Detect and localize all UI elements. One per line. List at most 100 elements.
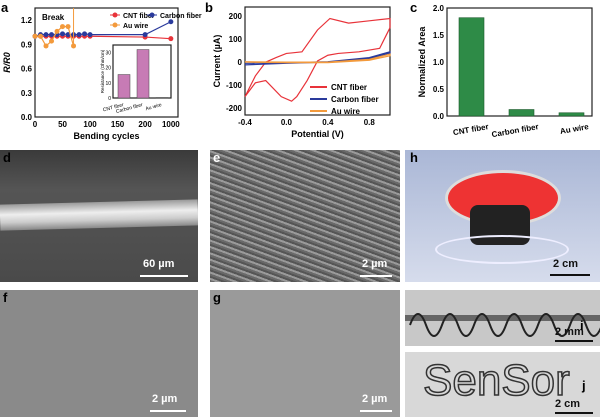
legend-label: CNT fiber: [123, 13, 155, 20]
data-point: [65, 32, 71, 38]
inset-y-tick: 20: [105, 66, 111, 72]
legend-label: Au wire: [123, 23, 148, 30]
y-axis-label: Current (µA): [212, 35, 222, 88]
scale-bar-label: 2 cm: [555, 398, 581, 410]
panel-label-b: b: [205, 0, 213, 15]
y-tick-label: 0: [238, 58, 243, 67]
panel-label-e: e: [213, 150, 221, 165]
panel-label-h: h: [410, 150, 418, 165]
data-point: [49, 38, 55, 44]
scale-bar: [555, 340, 593, 342]
data-point: [87, 32, 93, 38]
data-point: [82, 31, 88, 37]
photo-h-spool: 2 cm: [405, 150, 600, 282]
x-tick-label: 0.4: [322, 118, 334, 127]
sem-image-f: 2 µm: [0, 290, 198, 417]
x-axis-label: Potential (V): [291, 129, 344, 139]
y-tick-label: 0.0: [433, 112, 445, 121]
series-line: [244, 17, 391, 102]
y-tick-label: 0.9: [21, 40, 33, 49]
annotation-break: Break: [42, 13, 65, 22]
data-point: [65, 24, 71, 30]
y-tick-label: 1.2: [21, 16, 33, 25]
plot-frame-b: [244, 6, 391, 116]
y-tick-label: 100: [229, 35, 243, 44]
scale-bar: [555, 412, 593, 414]
legend-label: Carbon fiber: [331, 95, 379, 104]
x-tick-label: 0.8: [364, 118, 376, 127]
inset-y-tick: 0: [108, 96, 111, 102]
photo-j-sensor-text: SenSor 2 cm: [405, 352, 600, 417]
panel-label-d: d: [3, 150, 11, 165]
category-label: Carbon fiber: [491, 122, 539, 139]
legend-marker: [149, 12, 155, 18]
scale-bar: [360, 410, 392, 412]
scale-bar-label: 2 µm: [362, 258, 388, 270]
sem-image-g: 2 µm: [210, 290, 400, 417]
legend-marker: [112, 22, 118, 28]
data-point: [168, 36, 174, 42]
y-tick-label: -100: [226, 81, 243, 90]
scale-bar-label: 2 cm: [553, 258, 579, 270]
scale-bar-label: 2 mm: [555, 326, 584, 338]
data-point: [54, 28, 60, 34]
data-point: [43, 43, 49, 49]
panel-label-a: a: [1, 0, 9, 15]
x-tick-label: 100: [83, 120, 97, 129]
panel-label-f: f: [3, 290, 8, 305]
y-tick-label: 200: [229, 12, 243, 21]
bar: [458, 17, 485, 117]
scale-bar: [360, 275, 392, 277]
x-tick-label: 0: [33, 120, 38, 129]
y-tick-label: 2.0: [433, 4, 445, 13]
data-point: [43, 32, 49, 38]
fiber: [0, 199, 198, 231]
data-point: [168, 19, 174, 25]
legend-marker: [112, 12, 118, 18]
x-tick-label: 50: [58, 120, 67, 129]
category-label: CNT fiber: [452, 122, 489, 137]
x-tick-label: 150: [111, 120, 125, 129]
data-point: [38, 33, 44, 39]
x-axis-label: Bending cycles: [73, 131, 139, 141]
panel-label-i: i: [580, 318, 584, 333]
y-tick-label: 1.5: [433, 31, 445, 40]
category-label: Au wire: [559, 122, 590, 136]
inset-y-label: Resistance (Ohm/cm): [100, 49, 105, 93]
coil: [405, 313, 600, 337]
panel-label-j: j: [582, 378, 586, 393]
y-tick-label: 0.6: [21, 65, 33, 74]
data-point: [60, 31, 66, 37]
data-point: [32, 33, 38, 39]
bar: [558, 112, 585, 117]
inset-bar: [117, 74, 131, 99]
inset-category-label: CNT fiber: [102, 102, 124, 113]
y-tick-label: 0.3: [21, 89, 33, 98]
scale-bar-label: 2 µm: [152, 393, 178, 405]
panel-label-c: c: [410, 0, 418, 15]
data-point: [76, 32, 82, 38]
panel-label-g: g: [213, 290, 221, 305]
x-tick-label: 200: [138, 120, 152, 129]
inset-y-tick: 30: [105, 51, 111, 57]
legend-label: Carbon fiber: [160, 13, 202, 20]
inset-category-label: Au wire: [145, 102, 163, 112]
data-point: [142, 32, 148, 38]
spool-base: [435, 235, 569, 264]
legend-label: Au wire: [331, 107, 360, 116]
plot-frame-a: [34, 7, 179, 118]
x-tick-label: -0.4: [238, 118, 252, 127]
photo-i-coil: 2 mm: [405, 290, 600, 346]
data-point: [60, 24, 66, 30]
inset-y-tick: 10: [105, 81, 111, 87]
y-tick-label: 1.0: [433, 58, 445, 67]
inset-bar: [136, 49, 150, 99]
scale-bar: [150, 410, 186, 412]
scale-bar-label: 60 µm: [143, 258, 175, 270]
scale-bar: [550, 274, 590, 276]
y-tick-label: 0.0: [21, 113, 33, 122]
y-tick-label: 0.5: [433, 85, 445, 94]
sensor-handwriting: SenSor: [422, 355, 570, 406]
series-line: [244, 53, 391, 64]
